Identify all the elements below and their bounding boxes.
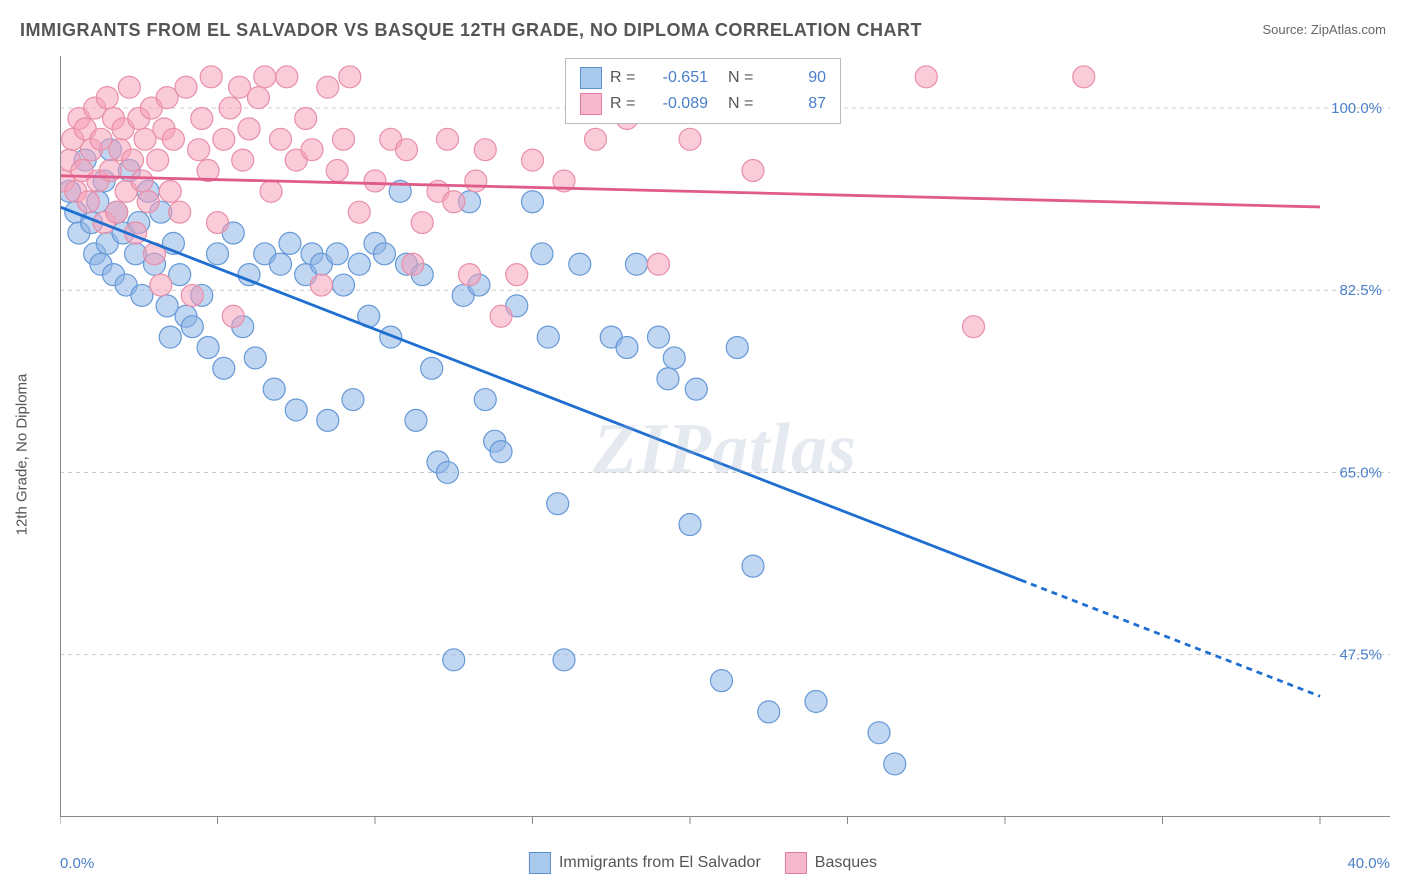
chart-area: 47.5%65.0%82.5%100.0% ZIPatlas [60, 56, 1390, 842]
chart-title: IMMIGRANTS FROM EL SALVADOR VS BASQUE 12… [20, 20, 922, 41]
legend-row-series1: R = -0.651 N = 90 [580, 65, 826, 91]
n-value-2: 87 [766, 95, 826, 113]
n-value-1: 90 [766, 69, 826, 87]
legend-label-1: Immigrants from El Salvador [559, 854, 761, 872]
legend-row-series2: R = -0.089 N = 87 [580, 91, 826, 117]
y-axis-label: 12th Grade, No Diploma [14, 374, 31, 536]
legend-label-2: Basques [815, 854, 877, 872]
legend-swatch-blue [580, 67, 602, 89]
series-legend: Immigrants from El Salvador Basques [529, 852, 877, 874]
legend-item-2: Basques [785, 852, 877, 874]
svg-text:65.0%: 65.0% [1339, 464, 1382, 481]
legend-swatch-blue-icon [529, 852, 551, 874]
svg-text:82.5%: 82.5% [1339, 282, 1382, 299]
source-attribution: Source: ZipAtlas.com [1262, 22, 1386, 37]
legend-swatch-pink [580, 93, 602, 115]
source-link[interactable]: ZipAtlas.com [1311, 22, 1386, 37]
r-label: R = [610, 69, 640, 87]
correlation-legend: R = -0.651 N = 90 R = -0.089 N = 87 [565, 58, 841, 124]
x-axis-max-label: 40.0% [1347, 855, 1390, 872]
legend-swatch-pink-icon [785, 852, 807, 874]
legend-item-1: Immigrants from El Salvador [529, 852, 761, 874]
scatter-chart-svg: 47.5% 65.0% 82.5% 100.0% [60, 56, 1390, 842]
r-value-1: -0.651 [648, 69, 708, 87]
x-axis-min-label: 0.0% [60, 855, 94, 872]
svg-text:47.5%: 47.5% [1339, 647, 1382, 664]
source-label: Source: [1262, 22, 1310, 37]
r-label: R = [610, 95, 640, 113]
n-label: N = [728, 69, 758, 87]
n-label: N = [728, 95, 758, 113]
r-value-2: -0.089 [648, 95, 708, 113]
svg-text:100.0%: 100.0% [1331, 100, 1382, 117]
